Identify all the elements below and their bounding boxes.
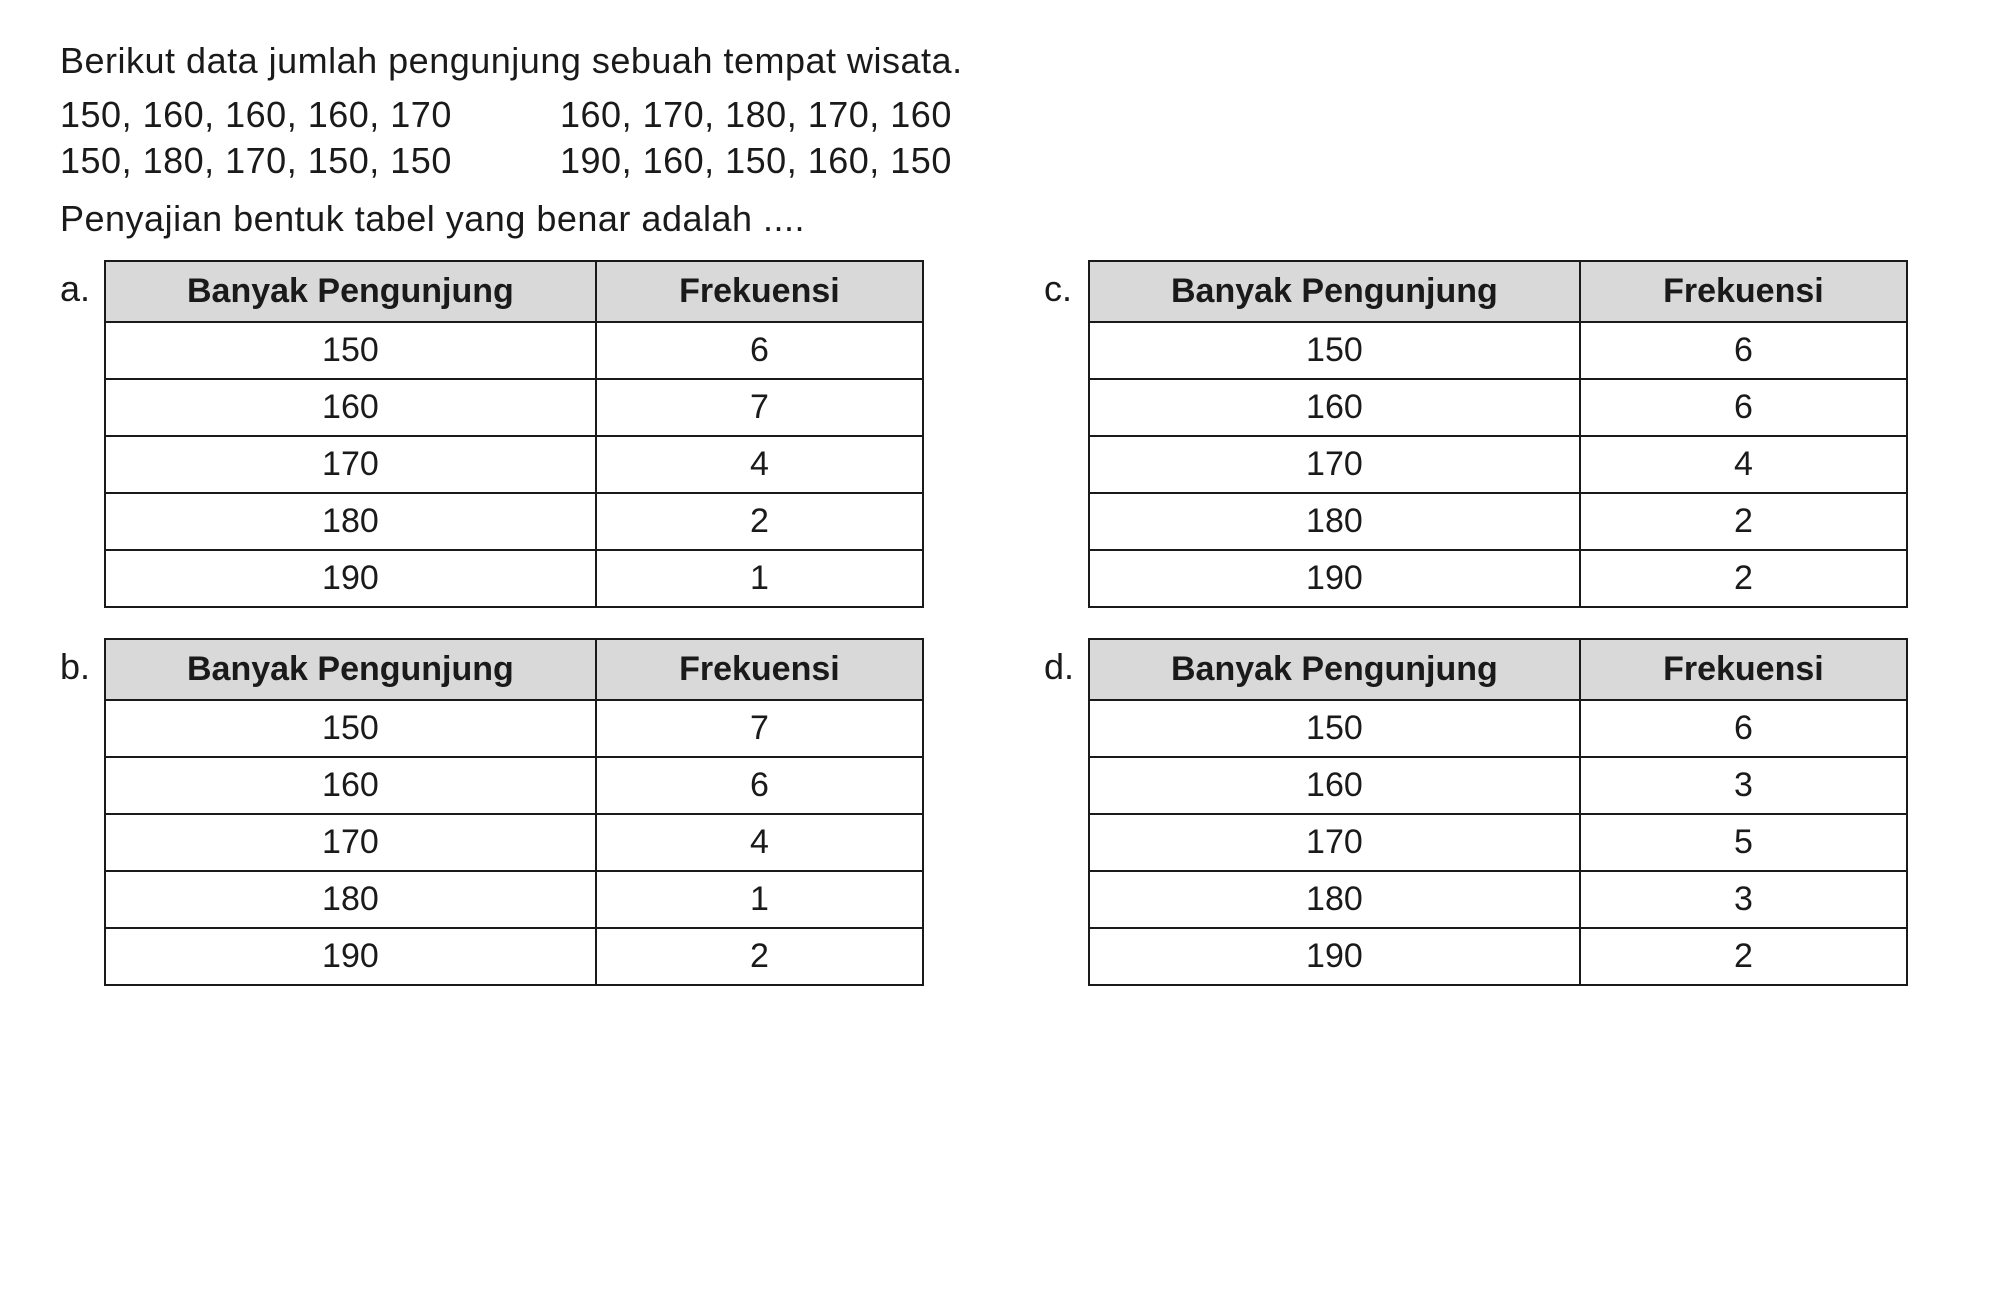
table-row: 1902 xyxy=(1089,550,1907,607)
table-c: Banyak Pengunjung Frekuensi 1506 1606 17… xyxy=(1088,260,1908,608)
cell-freq: 6 xyxy=(596,757,923,814)
cell-visitor: 170 xyxy=(1089,436,1580,493)
table-row: 1704 xyxy=(105,814,923,871)
table-header-row: Banyak Pengunjung Frekuensi xyxy=(1089,261,1907,322)
cell-freq: 6 xyxy=(1580,322,1907,379)
table-row: 1606 xyxy=(105,757,923,814)
header-visitor: Banyak Pengunjung xyxy=(1089,639,1580,700)
cell-freq: 6 xyxy=(1580,379,1907,436)
header-visitor: Banyak Pengunjung xyxy=(1089,261,1580,322)
data-group: 190, 160, 150, 160, 150 xyxy=(560,140,952,182)
table-row: 1902 xyxy=(105,928,923,985)
header-visitor: Banyak Pengunjung xyxy=(105,639,596,700)
option-label-b: b. xyxy=(60,638,104,688)
cell-visitor: 170 xyxy=(105,436,596,493)
table-d: Banyak Pengunjung Frekuensi 1506 1603 17… xyxy=(1088,638,1908,986)
cell-visitor: 150 xyxy=(1089,700,1580,757)
options-grid: a. Banyak Pengunjung Frekuensi 1506 1607… xyxy=(60,260,1948,986)
option-d: d. Banyak Pengunjung Frekuensi 1506 1603… xyxy=(1044,638,1948,986)
table-header-row: Banyak Pengunjung Frekuensi xyxy=(1089,639,1907,700)
cell-visitor: 190 xyxy=(1089,550,1580,607)
cell-freq: 6 xyxy=(596,322,923,379)
data-row: 150, 180, 170, 150, 150 190, 160, 150, 1… xyxy=(60,140,1948,182)
table-row: 1803 xyxy=(1089,871,1907,928)
table-row: 1704 xyxy=(1089,436,1907,493)
cell-visitor: 180 xyxy=(1089,493,1580,550)
cell-visitor: 150 xyxy=(105,700,596,757)
table-row: 1802 xyxy=(105,493,923,550)
table-header-row: Banyak Pengunjung Frekuensi xyxy=(105,261,923,322)
cell-freq: 3 xyxy=(1580,757,1907,814)
cell-freq: 2 xyxy=(1580,928,1907,985)
cell-visitor: 160 xyxy=(105,757,596,814)
table-row: 1603 xyxy=(1089,757,1907,814)
header-freq: Frekuensi xyxy=(596,639,923,700)
table-row: 1902 xyxy=(1089,928,1907,985)
cell-freq: 1 xyxy=(596,550,923,607)
data-group: 150, 180, 170, 150, 150 xyxy=(60,140,560,182)
table-row: 1606 xyxy=(1089,379,1907,436)
option-c: c. Banyak Pengunjung Frekuensi 1506 1606… xyxy=(1044,260,1948,608)
option-b: b. Banyak Pengunjung Frekuensi 1507 1606… xyxy=(60,638,964,986)
option-a: a. Banyak Pengunjung Frekuensi 1506 1607… xyxy=(60,260,964,608)
table-a: Banyak Pengunjung Frekuensi 1506 1607 17… xyxy=(104,260,924,608)
table-b: Banyak Pengunjung Frekuensi 1507 1606 17… xyxy=(104,638,924,986)
cell-visitor: 170 xyxy=(1089,814,1580,871)
table-row: 1705 xyxy=(1089,814,1907,871)
cell-visitor: 150 xyxy=(105,322,596,379)
table-row: 1507 xyxy=(105,700,923,757)
cell-visitor: 180 xyxy=(105,493,596,550)
option-label-c: c. xyxy=(1044,260,1088,310)
prompt-text: Penyajian bentuk tabel yang benar adalah… xyxy=(60,198,1948,240)
data-group: 150, 160, 160, 160, 170 xyxy=(60,94,560,136)
cell-visitor: 180 xyxy=(1089,871,1580,928)
cell-freq: 5 xyxy=(1580,814,1907,871)
option-label-a: a. xyxy=(60,260,104,310)
header-freq: Frekuensi xyxy=(1580,639,1907,700)
question-text: Berikut data jumlah pengunjung sebuah te… xyxy=(60,40,1948,82)
table-row: 1506 xyxy=(105,322,923,379)
header-freq: Frekuensi xyxy=(596,261,923,322)
cell-visitor: 190 xyxy=(105,550,596,607)
data-list: 150, 160, 160, 160, 170 160, 170, 180, 1… xyxy=(60,94,1948,186)
cell-visitor: 190 xyxy=(105,928,596,985)
table-header-row: Banyak Pengunjung Frekuensi xyxy=(105,639,923,700)
cell-freq: 4 xyxy=(596,436,923,493)
data-group: 160, 170, 180, 170, 160 xyxy=(560,94,952,136)
header-visitor: Banyak Pengunjung xyxy=(105,261,596,322)
cell-visitor: 160 xyxy=(1089,379,1580,436)
cell-freq: 6 xyxy=(1580,700,1907,757)
cell-freq: 1 xyxy=(596,871,923,928)
cell-freq: 2 xyxy=(1580,493,1907,550)
cell-freq: 2 xyxy=(596,928,923,985)
table-row: 1901 xyxy=(105,550,923,607)
cell-freq: 7 xyxy=(596,700,923,757)
cell-freq: 2 xyxy=(1580,550,1907,607)
cell-visitor: 160 xyxy=(1089,757,1580,814)
table-row: 1802 xyxy=(1089,493,1907,550)
option-label-d: d. xyxy=(1044,638,1088,688)
table-row: 1607 xyxy=(105,379,923,436)
cell-visitor: 150 xyxy=(1089,322,1580,379)
cell-freq: 3 xyxy=(1580,871,1907,928)
cell-freq: 4 xyxy=(596,814,923,871)
table-row: 1506 xyxy=(1089,322,1907,379)
table-row: 1704 xyxy=(105,436,923,493)
cell-freq: 7 xyxy=(596,379,923,436)
cell-freq: 2 xyxy=(596,493,923,550)
cell-freq: 4 xyxy=(1580,436,1907,493)
cell-visitor: 190 xyxy=(1089,928,1580,985)
cell-visitor: 180 xyxy=(105,871,596,928)
header-freq: Frekuensi xyxy=(1580,261,1907,322)
data-row: 150, 160, 160, 160, 170 160, 170, 180, 1… xyxy=(60,94,1948,136)
table-row: 1506 xyxy=(1089,700,1907,757)
table-row: 1801 xyxy=(105,871,923,928)
cell-visitor: 160 xyxy=(105,379,596,436)
cell-visitor: 170 xyxy=(105,814,596,871)
